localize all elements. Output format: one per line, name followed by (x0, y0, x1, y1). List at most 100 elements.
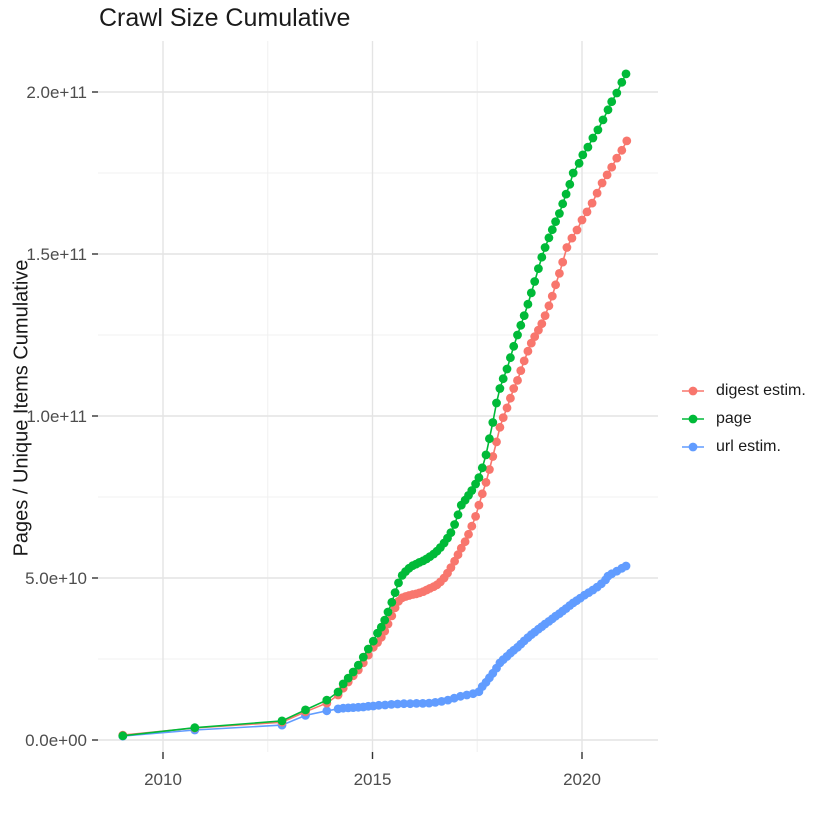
data-point-page (551, 217, 560, 227)
data-point-url-estim (380, 700, 390, 710)
data-point-digest-estim (477, 489, 487, 499)
data-point-page (467, 486, 477, 495)
data-point-digest-estim (506, 393, 515, 403)
data-point-digest-estim (467, 521, 477, 531)
data-point-page (534, 264, 543, 273)
data-point-digest-estim (544, 301, 554, 311)
series-url-estim (118, 561, 631, 741)
data-point-digest-estim (530, 332, 540, 341)
data-point-page (506, 353, 515, 363)
gridlines-minor (98, 41, 658, 752)
data-point-digest-estim (607, 162, 617, 172)
legend-label-digest-estim: digest estim. (716, 382, 806, 399)
data-point-url-estim (412, 699, 421, 708)
data-point-url-estim (393, 699, 402, 709)
legend-key-digest-estim-icon (682, 386, 704, 396)
data-point-page (509, 341, 519, 351)
data-point-page (376, 622, 386, 632)
data-point-page (621, 69, 631, 79)
data-point-digest-estim (488, 452, 498, 461)
y-tick-label: 0.0e+00 (25, 731, 87, 750)
data-point-digest-estim (523, 346, 533, 356)
data-point-page (558, 199, 568, 209)
data-point-page (598, 115, 608, 125)
data-point-digest-estim (464, 529, 473, 539)
data-point-digest-estim (592, 188, 602, 198)
data-point-digest-estim (481, 478, 491, 487)
data-point-page (380, 615, 390, 625)
data-point-page (583, 142, 593, 152)
y-tick-label: 5.0e+10 (25, 569, 87, 588)
data-point-page (474, 473, 484, 482)
data-point-page (277, 716, 287, 726)
data-point-digest-estim (602, 170, 612, 180)
data-point-page (537, 252, 547, 262)
legend-item-digest-estim: digest estim. (680, 377, 806, 405)
y-tick-label: 1.0e+11 (26, 407, 87, 426)
data-point-page (530, 277, 540, 286)
data-point-page (588, 133, 598, 143)
data-point-digest-estim (509, 384, 519, 393)
data-point-url-estim (374, 700, 384, 710)
data-point-page (301, 705, 310, 715)
data-point-page (603, 105, 613, 115)
data-point-digest-estim (519, 356, 529, 366)
data-point-url-estim (405, 699, 415, 709)
legend: digest estim. page url estim. (680, 377, 806, 461)
data-point-page (343, 673, 353, 683)
data-point-page (547, 225, 557, 235)
legend-label-page: page (716, 410, 752, 427)
data-point-page (565, 179, 575, 189)
data-point-page (523, 299, 533, 309)
data-point-digest-estim (551, 280, 560, 290)
data-point-digest-estim (450, 556, 459, 566)
data-point-page (394, 578, 403, 588)
data-point-url-estim (418, 699, 428, 708)
data-point-digest-estim (492, 437, 501, 447)
data-point-digest-estim (558, 257, 568, 267)
data-point-page (446, 528, 456, 537)
data-point-page (555, 209, 564, 218)
data-point-digest-estim (453, 550, 463, 560)
legend-item-url-estim: url estim. (680, 433, 806, 461)
data-point-digest-estim (460, 537, 470, 547)
axis-ticks (92, 91, 583, 759)
data-point-digest-estim (572, 225, 582, 235)
data-point-digest-estim (587, 198, 597, 208)
data-point-page (495, 384, 505, 393)
x-tick-label: 2015 (354, 770, 392, 789)
data-point-url-estim (399, 699, 409, 709)
data-point-page (368, 636, 378, 646)
legend-label-url-estim: url estim. (716, 438, 781, 455)
data-point-page (322, 695, 332, 705)
data-point-page (607, 97, 617, 107)
data-point-digest-estim (456, 543, 466, 553)
data-point-digest-estim (446, 563, 456, 572)
data-point-page (485, 434, 494, 444)
data-point-page (190, 723, 200, 733)
data-point-digest-estim (612, 153, 622, 163)
data-point-page (502, 364, 512, 374)
y-tick-label: 2.0e+11 (26, 83, 87, 102)
series-page (118, 69, 631, 741)
data-point-page (612, 88, 622, 98)
data-point-page (498, 374, 508, 384)
data-point-digest-estim (540, 311, 550, 320)
y-tick-label: 1.5e+11 (26, 245, 87, 264)
data-point-page (383, 607, 393, 617)
data-point-digest-estim (516, 366, 526, 375)
data-point-page (526, 288, 536, 298)
data-point-digest-estim (582, 207, 592, 217)
data-point-digest-estim (622, 136, 632, 146)
data-point-page (353, 660, 363, 670)
data-point-url-estim (621, 561, 631, 571)
data-point-page (492, 398, 501, 408)
data-point-page (593, 125, 603, 135)
axis-tick-labels: 0.0e+00 5.0e+10 1.0e+11 1.5e+11 2.0e+11 2010 2… (25, 83, 601, 789)
data-point-digest-estim (502, 403, 512, 413)
x-tick-label: 2020 (563, 770, 601, 789)
data-point-digest-estim (495, 422, 505, 432)
data-point-digest-estim (471, 512, 480, 521)
